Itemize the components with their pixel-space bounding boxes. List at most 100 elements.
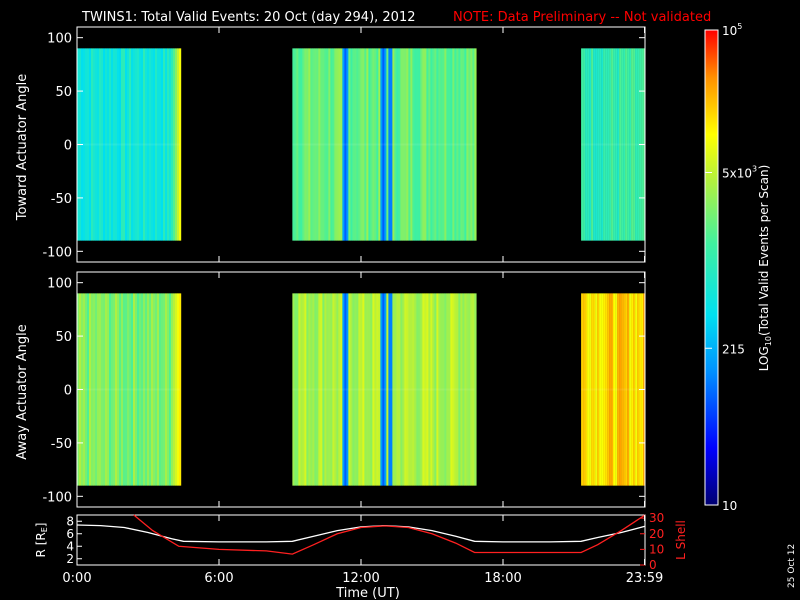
heatmap-column [452, 293, 455, 486]
lshell-tick-label: 0 [649, 558, 657, 572]
colorbar-tick-label: 5x103 [722, 165, 757, 181]
heatmap-column [151, 48, 154, 241]
heatmap-column [348, 48, 351, 241]
heatmap-column [177, 48, 180, 241]
heatmap-column [300, 293, 303, 486]
heatmap-column [609, 293, 612, 486]
heatmap-column [119, 293, 122, 486]
x-tick-label: 0:00 [62, 571, 91, 586]
heatmap-column [408, 48, 411, 241]
center-band [581, 143, 645, 146]
heatmap-column [131, 293, 134, 486]
heatmap-column [607, 48, 610, 241]
heatmap-column [145, 48, 148, 241]
center-band [581, 388, 645, 391]
heatmap-column [422, 293, 425, 486]
heatmap-column [597, 293, 600, 486]
heatmap-column [356, 293, 359, 486]
heatmap-column [159, 48, 162, 241]
heatmap-column [308, 293, 311, 486]
heatmap-column [137, 48, 140, 241]
heatmap-column [173, 48, 176, 241]
heatmap-column [605, 48, 608, 241]
heatmap-column [470, 293, 473, 486]
heatmap-column [414, 48, 417, 241]
heatmap-column [418, 48, 421, 241]
heatmap-column [165, 293, 168, 486]
heatmap-column [372, 293, 375, 486]
heatmap-column [123, 293, 126, 486]
heatmap-column [585, 293, 588, 486]
heatmap-column [382, 293, 385, 486]
heatmap-column [438, 293, 441, 486]
heatmap-column [153, 293, 156, 486]
heatmap-column [83, 48, 86, 241]
heatmap-column [157, 48, 160, 241]
heatmap-column [125, 48, 128, 241]
heatmap-column [324, 48, 327, 241]
heatmap-column [420, 293, 423, 486]
heatmap-column [406, 48, 409, 241]
heatmap-column [127, 293, 130, 486]
heatmap-column [159, 293, 162, 486]
heatmap-column [326, 293, 329, 486]
heatmap-column [587, 48, 590, 241]
heatmap-column [458, 293, 461, 486]
heatmap-column [163, 293, 166, 486]
heatmap-column [310, 293, 313, 486]
heatmap-column [105, 48, 108, 241]
toward-ylabel: Toward Actuator Angle [15, 74, 30, 221]
heatmap-column [117, 293, 120, 486]
heatmap-column [85, 293, 88, 486]
heatmap-column [637, 293, 640, 486]
heatmap-column [330, 48, 333, 241]
heatmap-column [336, 293, 339, 486]
heatmap-column [637, 48, 640, 241]
heatmap-column [625, 293, 628, 486]
heatmap-column [294, 293, 297, 486]
heatmap-column [601, 293, 604, 486]
heatmap-column [320, 293, 323, 486]
heatmap-column [601, 48, 604, 241]
heatmap-column [607, 293, 610, 486]
heatmap-column [400, 293, 403, 486]
heatmap-column [378, 48, 381, 241]
heatmap-column [380, 48, 383, 241]
heatmap-column [609, 48, 612, 241]
heatmap-column [366, 48, 369, 241]
heatmap-column [623, 48, 626, 241]
heatmap-column [316, 293, 319, 486]
heatmap-column [444, 48, 447, 241]
heatmap-column [404, 48, 407, 241]
heatmap-column [320, 48, 323, 241]
heatmap-column [161, 293, 164, 486]
heatmap-column [292, 293, 295, 486]
heatmap-column [111, 48, 114, 241]
heatmap-column [304, 293, 307, 486]
heatmap-column [593, 293, 596, 486]
y-tick-label: 100 [47, 277, 72, 292]
colorbar-tick-label: 215 [722, 342, 745, 356]
heatmap-column [298, 293, 301, 486]
heatmap-column [103, 293, 106, 486]
center-band [292, 143, 475, 146]
away-heatmap-panel: 100 50 0 -50 -100 [42, 271, 646, 508]
heatmap-column [85, 48, 88, 241]
heatmap-column [312, 293, 315, 486]
heatmap-column [294, 48, 297, 241]
heatmap-column [169, 48, 172, 241]
heatmap-segment [77, 48, 182, 241]
heatmap-column [332, 48, 335, 241]
heatmap-column [474, 293, 477, 486]
heatmap-column [374, 293, 377, 486]
heatmap-column [342, 48, 345, 241]
heatmap-column [179, 48, 182, 241]
heatmap-column [362, 48, 365, 241]
heatmap-column [394, 293, 397, 486]
heatmap-column [338, 293, 341, 486]
heatmap-column [412, 48, 415, 241]
heatmap-column [468, 48, 471, 241]
heatmap-column [468, 293, 471, 486]
heatmap-column [432, 293, 435, 486]
center-band [77, 143, 180, 146]
